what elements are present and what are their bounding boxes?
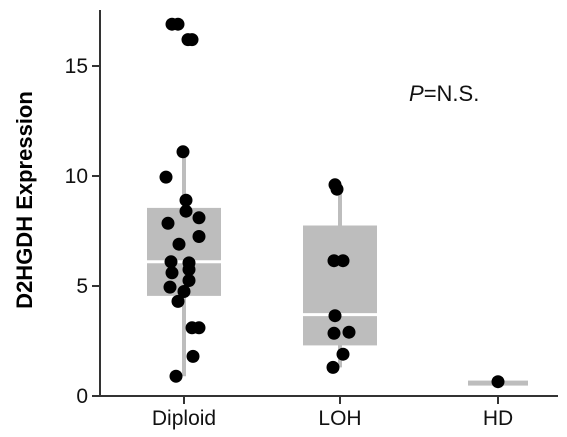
data-point xyxy=(172,237,186,251)
data-point xyxy=(177,285,191,298)
x-tick-label: LOH xyxy=(318,407,361,430)
data-point xyxy=(169,369,183,383)
data-point xyxy=(182,274,196,287)
p-value-annotation: P=N.S. xyxy=(409,81,479,106)
data-point xyxy=(179,204,193,218)
data-point xyxy=(171,17,185,31)
x-tick-label: Diploid xyxy=(152,407,216,430)
x-ticks: Diploid LOH HD xyxy=(152,396,513,430)
y-tick-label: 10 xyxy=(65,165,88,188)
data-point xyxy=(342,325,356,339)
axes xyxy=(99,10,558,397)
data-point xyxy=(328,309,342,323)
p-value-symbol: P xyxy=(409,81,424,106)
x-tick-label: HD xyxy=(483,407,513,430)
data-point xyxy=(327,326,341,340)
data-points xyxy=(159,17,505,389)
data-point xyxy=(330,182,344,196)
data-point xyxy=(186,349,200,363)
boxes xyxy=(147,154,528,386)
p-value-text: =N.S. xyxy=(424,81,480,106)
data-point xyxy=(192,230,206,243)
data-point xyxy=(179,193,193,207)
box xyxy=(303,225,377,346)
data-point xyxy=(336,254,350,268)
data-point xyxy=(192,321,206,335)
data-point xyxy=(163,280,177,294)
data-point xyxy=(171,294,185,308)
data-point xyxy=(192,211,206,225)
data-point xyxy=(491,375,505,389)
y-axis-label: D2HGDH Expression xyxy=(12,91,37,309)
data-point xyxy=(164,255,178,269)
data-point xyxy=(327,254,341,268)
data-point xyxy=(182,263,196,276)
data-point xyxy=(326,360,340,374)
y-tick-label: 15 xyxy=(65,55,88,78)
data-point xyxy=(159,170,173,184)
y-ticks: 0 5 10 15 xyxy=(65,55,100,408)
y-tick-label: 0 xyxy=(76,385,88,408)
data-point xyxy=(161,216,175,230)
data-point xyxy=(165,266,179,280)
data-point xyxy=(176,145,190,159)
y-tick-label: 5 xyxy=(76,275,88,298)
data-point xyxy=(336,347,350,361)
data-point xyxy=(185,33,199,47)
